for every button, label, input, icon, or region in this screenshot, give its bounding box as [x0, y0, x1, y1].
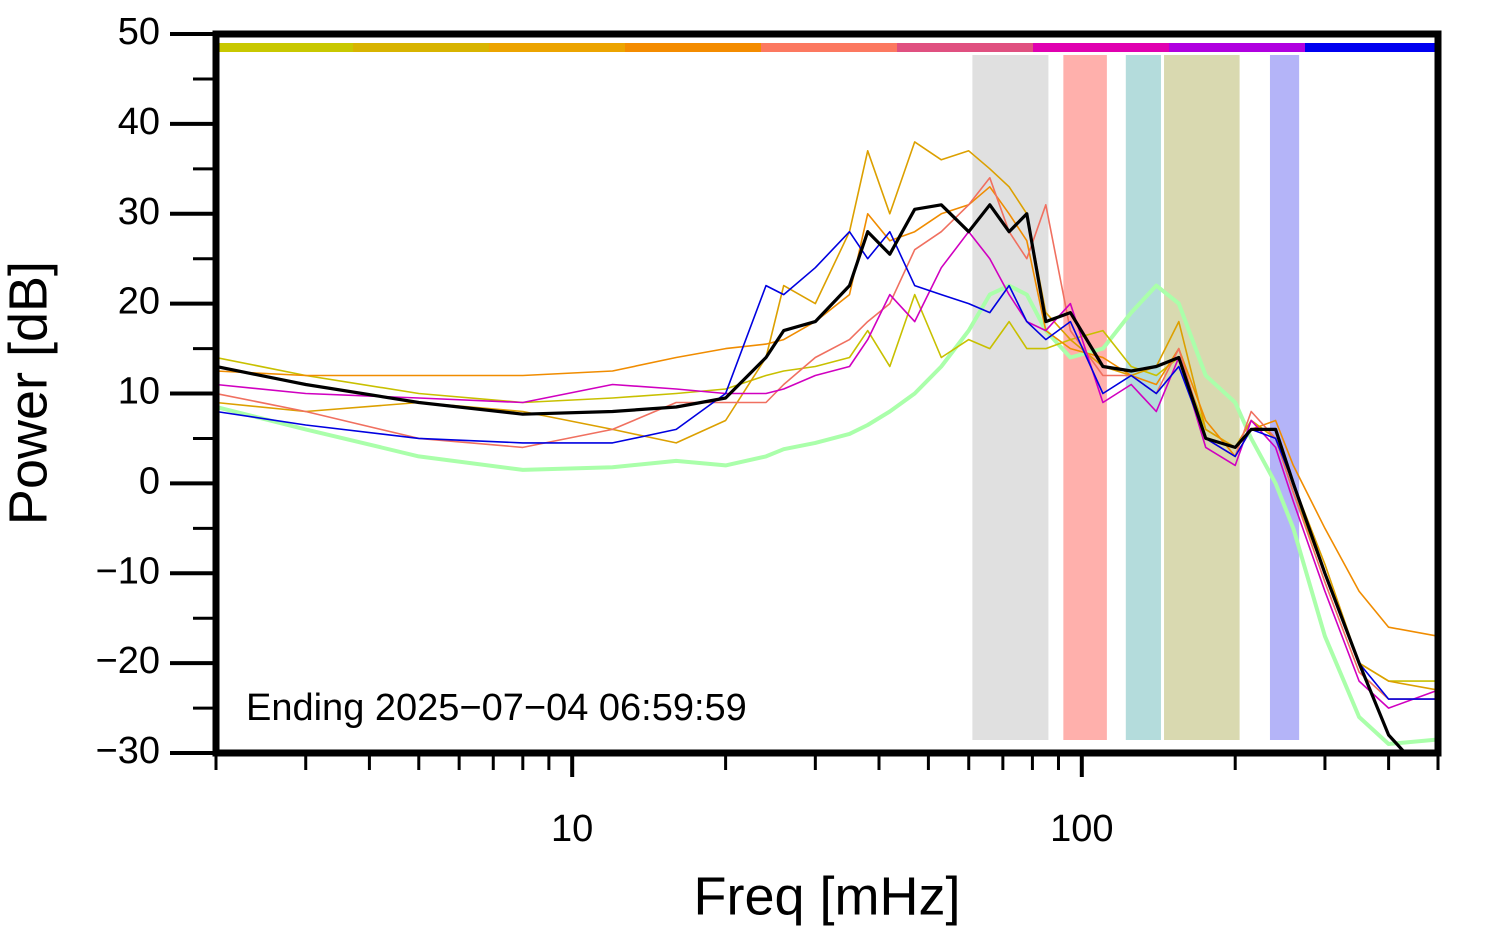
strip-segment [353, 43, 489, 52]
y-tick-label: 30 [118, 191, 160, 233]
strip-segment [1033, 43, 1169, 52]
x-tick-label: 10 [551, 808, 593, 850]
y-tick-label: −20 [96, 640, 160, 682]
strip-segment [897, 43, 1033, 52]
bands [972, 55, 1300, 740]
strip-segment [1305, 43, 1438, 52]
y-tick-label: 20 [118, 281, 160, 323]
freq-band [972, 55, 1049, 740]
series-line [216, 283, 1438, 746]
series-line [216, 230, 1438, 709]
strip-segment [1169, 43, 1305, 52]
strip-segment [216, 43, 353, 52]
freq-band [1269, 55, 1300, 740]
lines [216, 141, 1438, 753]
y-tick-label: 10 [118, 371, 160, 413]
strip-segment [761, 43, 897, 52]
freq-band [1063, 55, 1107, 740]
plot-frame [212, 30, 1442, 757]
series-line [216, 230, 1438, 700]
series-line [216, 293, 1438, 682]
axes: −30 −20 −10 0 10 20 30 40 50 10 100 [96, 11, 1440, 850]
y-tick-label: 40 [118, 101, 160, 143]
strip-segment [489, 43, 625, 52]
x-axis-title: Freq [mHz] [693, 866, 960, 926]
y-axis-title: Power [dB] [0, 261, 58, 525]
y-tick-label: −10 [96, 550, 160, 592]
y-tick-label: −30 [96, 730, 160, 772]
series-line [216, 186, 1438, 637]
strip-segment [625, 43, 761, 52]
annotation: Ending 2025−07−04 06:59:59 [246, 687, 747, 729]
series-line [216, 203, 1408, 753]
x-tick-label: 100 [1050, 808, 1113, 850]
color-strip [216, 43, 1438, 52]
y-tick-label: 0 [139, 460, 160, 502]
y-tick-label: 50 [118, 11, 160, 53]
